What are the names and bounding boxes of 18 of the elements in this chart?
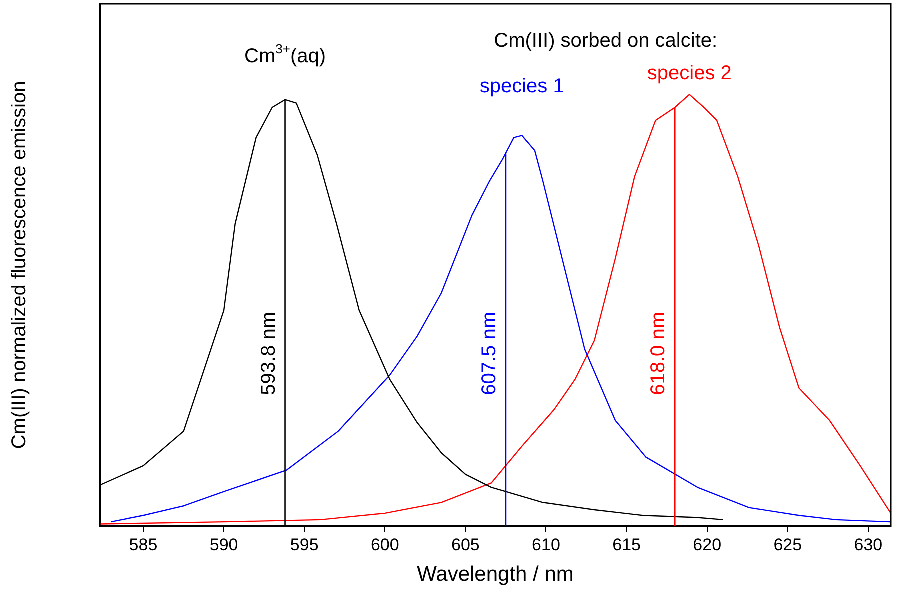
ref-line-label: 607.5 nm [478, 312, 500, 396]
x-tick-label: 630 [854, 535, 883, 554]
x-tick-label: 625 [774, 535, 802, 554]
ref-line-label: 593.8 nm [258, 312, 280, 396]
text: species 1 [480, 76, 564, 98]
x-axis-title: Wavelength / nm [417, 563, 574, 586]
ref-line-label: 618.0 nm [648, 312, 670, 396]
x-tick-label: 595 [290, 535, 319, 554]
series-label: species 2 [647, 62, 732, 85]
y-axis-title: Cm(III) normalized fluorescence emission [8, 81, 31, 450]
x-tick-label: 605 [452, 535, 480, 554]
x-tick-label: 610 [532, 535, 560, 554]
x-tick-label: 620 [693, 535, 722, 554]
x-tick-label: 615 [612, 535, 641, 554]
x-tick-label: 585 [129, 535, 158, 554]
x-tick-label: 590 [210, 535, 238, 554]
x-tick-label: 600 [370, 535, 400, 554]
text: Cm(III) sorbed on calcite: [494, 30, 718, 52]
